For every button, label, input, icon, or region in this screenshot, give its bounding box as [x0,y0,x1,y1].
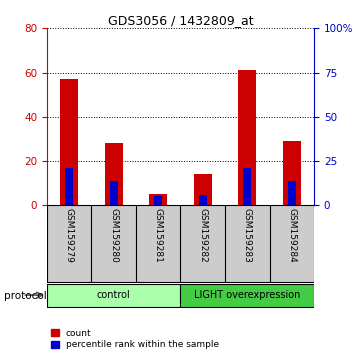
Text: GSM159281: GSM159281 [154,208,163,263]
Bar [194,175,212,205]
Bar [65,168,73,205]
Bar [283,141,301,205]
Bar [238,70,256,205]
Text: GSM159279: GSM159279 [65,208,74,263]
Text: GSM159282: GSM159282 [198,208,207,262]
Bar [105,143,123,205]
Text: protocol: protocol [4,291,46,301]
Bar [110,181,118,205]
Text: control: control [97,290,131,300]
Text: GSM159284: GSM159284 [287,208,296,262]
Text: GSM159280: GSM159280 [109,208,118,263]
Bar [60,79,78,205]
Legend: count, percentile rank within the sample: count, percentile rank within the sample [52,329,219,349]
Bar [47,285,180,307]
Text: LIGHT overexpression: LIGHT overexpression [194,290,300,300]
Bar [180,285,314,307]
Bar [154,196,162,205]
Bar [288,181,296,205]
Bar [243,168,251,205]
Bar [199,195,207,205]
Text: GSM159283: GSM159283 [243,208,252,263]
Title: GDS3056 / 1432809_at: GDS3056 / 1432809_at [108,14,253,27]
Bar [149,194,167,205]
